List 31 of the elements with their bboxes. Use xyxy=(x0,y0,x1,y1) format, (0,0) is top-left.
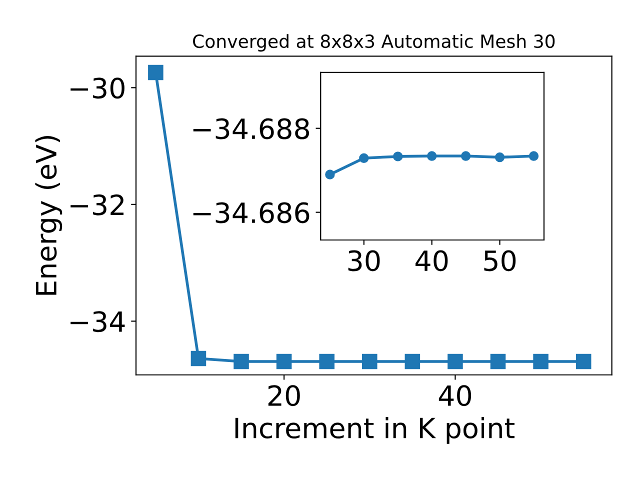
x-tick-label: 40 xyxy=(438,385,472,406)
x-tick-label: 40 xyxy=(416,250,448,272)
point xyxy=(460,151,471,161)
point xyxy=(148,64,164,80)
point xyxy=(490,354,506,370)
point xyxy=(528,151,539,161)
point xyxy=(319,354,334,370)
y-tick-label: −34.686 xyxy=(193,202,310,224)
point xyxy=(494,152,505,162)
point xyxy=(325,170,335,180)
y-tick-label: −30 xyxy=(70,78,124,99)
x-axis-title: Increment in K point xyxy=(235,417,514,444)
y-tick-label: −32 xyxy=(70,194,124,216)
point xyxy=(426,151,437,161)
point xyxy=(190,350,206,366)
point xyxy=(362,354,378,370)
x-tick-label: 30 xyxy=(348,250,380,272)
y-tick-label: −34 xyxy=(70,311,125,332)
point xyxy=(234,354,249,370)
x-tick-label: 50 xyxy=(484,250,516,272)
point xyxy=(276,354,292,370)
point xyxy=(404,354,420,370)
point xyxy=(393,152,403,162)
x-tick-label: 20 xyxy=(268,385,300,406)
point xyxy=(576,354,592,370)
point xyxy=(359,153,369,163)
chart-title: Converged at 8x8x3 Automatic Mesh 30 xyxy=(193,34,555,52)
point xyxy=(533,354,548,370)
y-axis-title: Energy (eV) xyxy=(35,136,62,295)
y-tick-label: −34.688 xyxy=(193,118,310,140)
point xyxy=(448,354,463,370)
